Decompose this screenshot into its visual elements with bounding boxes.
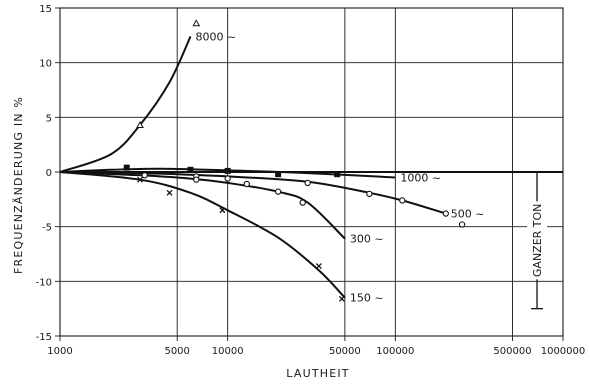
- x-tick-label: 10000: [212, 346, 244, 357]
- marker-triangle: [192, 19, 201, 27]
- grid: [55, 7, 564, 341]
- series-label: 150 ~: [350, 292, 384, 305]
- series-label: 8000 ~: [195, 30, 236, 43]
- x-tick-label: 100000: [376, 346, 414, 357]
- x-tick-label: 1000: [47, 346, 72, 357]
- span-label: GANZER TON: [531, 204, 544, 278]
- series-labels: 8000 ~ 1000 ~ 500 ~ 300 ~ 150 ~: [195, 30, 484, 304]
- y-tick-label: -5: [42, 223, 52, 234]
- marker-circle: [458, 221, 466, 228]
- marker-circle: [274, 188, 282, 195]
- marker-circle: [224, 175, 231, 182]
- x-tick-label: 5000: [164, 346, 189, 357]
- marker-square: [334, 171, 341, 178]
- marker-circle: [304, 179, 311, 187]
- x-tick-label: 1000000: [541, 346, 586, 357]
- series-line: [59, 167, 396, 179]
- marker-square: [187, 166, 194, 173]
- annotations: GANZER TON: [527, 171, 548, 310]
- y-tick-label: 15: [39, 4, 52, 15]
- series-curves: [59, 35, 447, 299]
- marker-square: [275, 171, 282, 178]
- y-tick-label: -15: [36, 332, 52, 343]
- series-label: 1000 ~: [400, 171, 441, 184]
- marker-circle: [442, 210, 449, 217]
- marker-x: [338, 295, 345, 302]
- series-label: 500 ~: [451, 208, 485, 221]
- marker-x: [137, 176, 143, 183]
- series-line: [59, 171, 346, 299]
- data-markers: [123, 19, 466, 302]
- series-label: 300 ~: [350, 233, 384, 246]
- series-line: [59, 171, 346, 240]
- marker-triangle: [136, 120, 144, 128]
- marker-square: [224, 167, 231, 174]
- marker-circle: [193, 176, 200, 183]
- marker-circle: [366, 190, 373, 198]
- marker-x: [315, 263, 322, 269]
- y-tick-label: -10: [36, 277, 52, 288]
- marker-square: [123, 164, 130, 171]
- x-tick-label: 500000: [493, 346, 531, 357]
- marker-circle: [399, 197, 406, 204]
- series-line: [59, 35, 192, 173]
- y-tick-label: 0: [46, 168, 52, 179]
- tick-labels: 1000 5000 10000 50000 100000 500000 1000000 15 1…: [36, 4, 586, 357]
- y-axis-title: FREQUENZÄNDERUNG IN %: [12, 96, 25, 274]
- marker-x: [219, 207, 226, 214]
- marker-circle: [299, 199, 306, 206]
- y-tick-label: 10: [39, 59, 52, 70]
- marker-x: [166, 189, 173, 196]
- span-label-box: [527, 201, 548, 280]
- marker-circle: [243, 180, 250, 188]
- y-tick-label: 5: [46, 113, 52, 124]
- x-axis-title: LAUTHEIT: [286, 367, 349, 380]
- marker-circle: [141, 172, 148, 179]
- series-line: [59, 171, 447, 215]
- x-tick-label: 50000: [329, 346, 361, 357]
